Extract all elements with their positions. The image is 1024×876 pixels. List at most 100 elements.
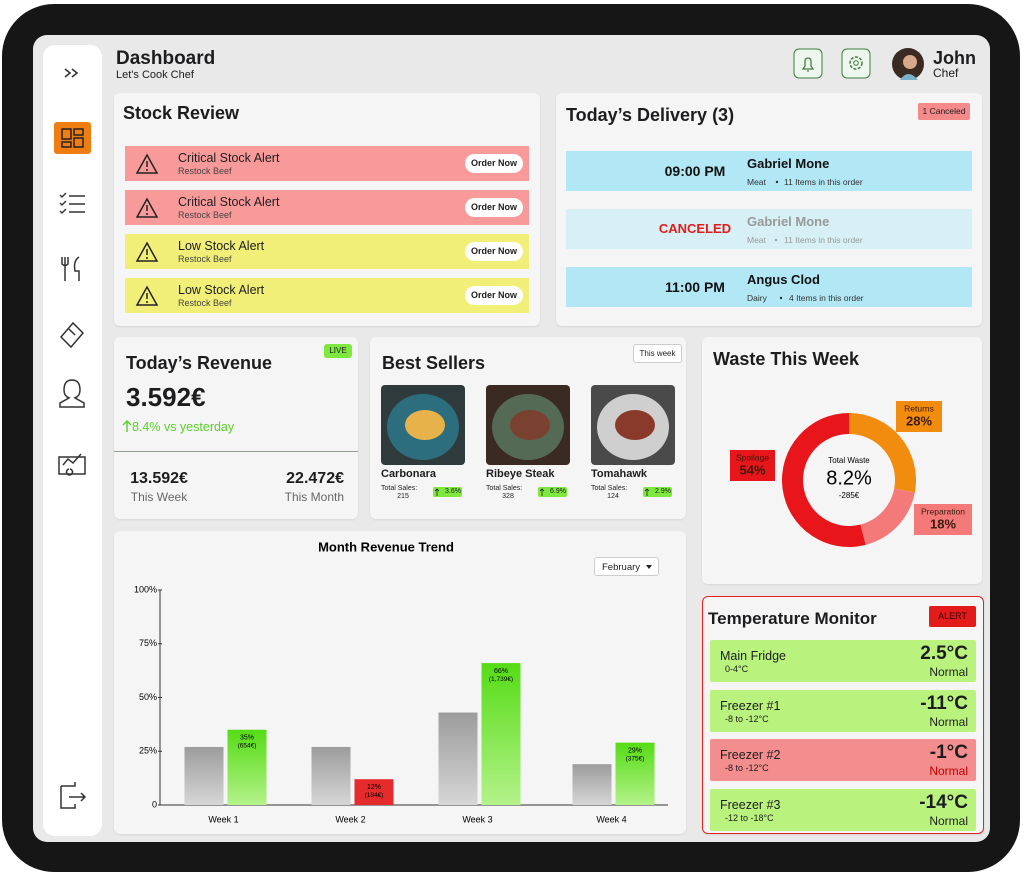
bar xyxy=(438,712,478,805)
revenue-change: 8.4% vs yesterday xyxy=(132,420,235,434)
week-amount: 13.592€ xyxy=(130,470,188,487)
legend-label: Preparation xyxy=(921,506,965,516)
sidebar xyxy=(43,45,102,836)
period-badge: This week xyxy=(633,344,682,363)
sales-change: 2.9% xyxy=(643,487,672,497)
legend-label: Returns xyxy=(904,403,934,413)
order-button[interactable]: Order Now xyxy=(465,198,523,217)
delivery-detail: 11 Items in this order xyxy=(784,177,863,187)
stock-alert: Low Stock Alert Restock Beef Order Now xyxy=(125,234,529,269)
expand-icon[interactable] xyxy=(64,68,79,78)
revenue-amount: 3.592€ xyxy=(126,382,206,412)
delivery-time: 11:00 PM xyxy=(665,279,725,295)
canceled-badge: 1 Canceled xyxy=(918,103,970,120)
center-value: 8.2% xyxy=(826,467,872,489)
separator-dot xyxy=(774,238,778,242)
order-button[interactable]: Order Now xyxy=(465,286,523,305)
delivery-time: 09:00 PM xyxy=(664,163,726,179)
nav-orders[interactable] xyxy=(59,192,85,214)
waste-panel: Waste This Week Total Waste 8.2% -285€ Retur… xyxy=(702,337,982,584)
panel-title: Stock Review xyxy=(123,103,240,123)
divider xyxy=(114,451,358,452)
unit-status: Normal xyxy=(929,764,968,778)
delivery-row: 11:00 PM Angus Clod Dairy 4 Items in this o… xyxy=(566,267,972,307)
icon xyxy=(779,296,783,300)
alert-subtitle: Restock Beef xyxy=(178,298,232,308)
unit-range: -8 to -12°C xyxy=(725,763,769,773)
x-tick-label: Week 3 xyxy=(462,814,492,824)
icon xyxy=(646,565,652,569)
header-subtitle: Let's Cook Chef xyxy=(116,69,194,81)
settings-button[interactable] xyxy=(841,48,871,79)
icon xyxy=(135,197,159,218)
bar-value-label: 29% xyxy=(628,747,642,754)
delivery-category: Meat xyxy=(747,235,766,245)
bar-value-label: 12% xyxy=(367,784,381,791)
temperature-row: Freezer #3 -12 to -18°C -14°C Normal xyxy=(710,788,976,831)
alert-subtitle: Restock Beef xyxy=(178,210,232,220)
delivery-detail: 11 Items in this order xyxy=(784,235,863,245)
bar-amount-label: (1,739€) xyxy=(489,676,513,683)
bar-amount-label: (184€) xyxy=(365,792,384,799)
delivery-category: Dairy xyxy=(747,293,767,303)
y-tick-label: 75% xyxy=(139,638,157,648)
alert-subtitle: Restock Beef xyxy=(178,166,232,176)
best-sellers-panel: Best Sellers This week Carbonara Total Sale… xyxy=(370,337,686,519)
icon xyxy=(539,488,545,496)
sales-value: 328 xyxy=(502,493,514,500)
icon xyxy=(774,238,778,242)
unit-status: Normal xyxy=(929,714,968,729)
up-arrow xyxy=(434,488,440,496)
delivery-time: CANCELED xyxy=(658,221,732,236)
center-label: Total Waste xyxy=(828,456,870,465)
up-arrow xyxy=(122,420,132,432)
nav-menu[interactable] xyxy=(61,256,80,281)
nav-reports[interactable] xyxy=(58,453,86,476)
icon xyxy=(381,385,465,465)
unit-range: -12 to -18°C xyxy=(725,812,774,823)
user-name: John xyxy=(933,48,976,68)
header-actions xyxy=(793,48,924,80)
delivery-name: Angus Clod xyxy=(747,272,820,287)
alert-title: Low Stock Alert xyxy=(178,283,265,297)
temperature-row: Freezer #1 -8 to -12°C -11°C Normal xyxy=(710,689,976,732)
order-button[interactable]: Order Now xyxy=(465,242,523,261)
bell-button[interactable] xyxy=(793,48,823,79)
delivery-row: CANCELED Gabriel Mone Meat 11 Items in this… xyxy=(566,209,972,249)
header-title: Dashboard xyxy=(116,48,216,69)
icon xyxy=(122,420,132,432)
nav-dashboard[interactable] xyxy=(54,122,91,154)
nav-logout[interactable] xyxy=(60,782,87,809)
bar-value-label: 66% xyxy=(494,668,508,675)
dish-name: Tomahawk xyxy=(591,468,648,480)
donut-slice xyxy=(781,413,866,547)
alert-subtitle: Restock Beef xyxy=(178,254,232,264)
sales-label: Total Sales: xyxy=(381,485,418,492)
stock-review-panel: Stock Review Critical Stock Alert Restock … xyxy=(114,93,540,326)
delivery-name: Gabriel Mone xyxy=(747,156,830,171)
unit-range: -8 to -12°C xyxy=(725,713,769,724)
food xyxy=(510,410,550,440)
bar xyxy=(481,663,521,805)
temperature-row: Freezer #2 -8 to -12°C -1°C Normal xyxy=(710,739,976,781)
legend-label: Spoilage xyxy=(736,452,769,462)
nav-staff[interactable] xyxy=(59,379,85,408)
bar xyxy=(572,764,612,805)
bar-amount-label: (375€) xyxy=(626,755,645,762)
bar xyxy=(354,779,394,805)
warning-icon xyxy=(135,197,159,218)
order-button[interactable]: Order Now xyxy=(465,154,523,173)
legend-value: 18% xyxy=(930,516,956,531)
live-badge: LIVE xyxy=(324,344,352,358)
month-dropdown[interactable]: February xyxy=(594,557,659,576)
nav-tickets[interactable] xyxy=(59,321,85,349)
icon xyxy=(591,385,675,465)
y-tick-label: 25% xyxy=(139,746,157,756)
legend-value: 54% xyxy=(739,462,765,477)
delivery-detail: 4 Items in this order xyxy=(789,293,864,303)
user-role: Chef xyxy=(933,66,959,80)
up-arrow xyxy=(644,488,650,496)
month-label: This Month xyxy=(284,490,344,504)
bar-value-label: 35% xyxy=(240,735,254,742)
